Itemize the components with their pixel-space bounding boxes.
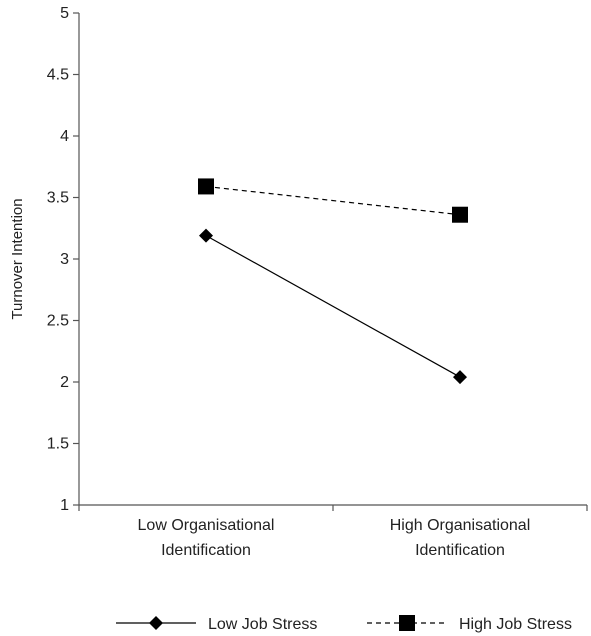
legend-marker: [399, 615, 415, 631]
y-tick-label: 4.5: [47, 67, 69, 84]
y-tick-label: 2.5: [47, 313, 69, 330]
data-point: [453, 370, 467, 385]
y-ticks: 1 1.5 2 2.5 3 3.5 4 4.5 5: [47, 5, 79, 514]
legend-item: Low Job Stress: [116, 616, 317, 633]
y-tick-label: 3: [60, 251, 69, 268]
data-point: [452, 206, 468, 223]
y-tick-label: 1: [60, 497, 69, 514]
y-tick-label: 1.5: [47, 436, 69, 453]
series-group: [198, 178, 468, 385]
legend-label: Low Job Stress: [208, 616, 317, 633]
data-point: [199, 228, 213, 243]
data-point: [198, 178, 214, 195]
x-category-label: High Organisational Identification: [390, 517, 531, 559]
legend-item: High Job Stress: [367, 615, 572, 633]
y-tick-label: 2: [60, 374, 69, 391]
legend-marker: [149, 616, 163, 630]
y-tick-label: 5: [60, 5, 69, 22]
x-category-label: Low Organisational Identification: [138, 517, 275, 559]
series-low-job-stress: [199, 228, 467, 385]
series-line: [205, 185, 461, 216]
y-tick-label: 4: [60, 128, 69, 145]
series-high-job-stress: [198, 178, 468, 223]
legend-label: High Job Stress: [459, 616, 572, 633]
series-line: [205, 235, 461, 378]
y-tick-label: 3.5: [47, 190, 69, 207]
plot-area: 1 1.5 2 2.5 3 3.5 4 4.5 5 Low Organisational Iden…: [47, 5, 588, 559]
x-ticks: Low Organisational Identification High Org…: [78, 505, 588, 559]
y-axis-label: Turnover Intention: [9, 198, 26, 319]
legend: Low Job Stress High Job Stress: [116, 615, 572, 633]
